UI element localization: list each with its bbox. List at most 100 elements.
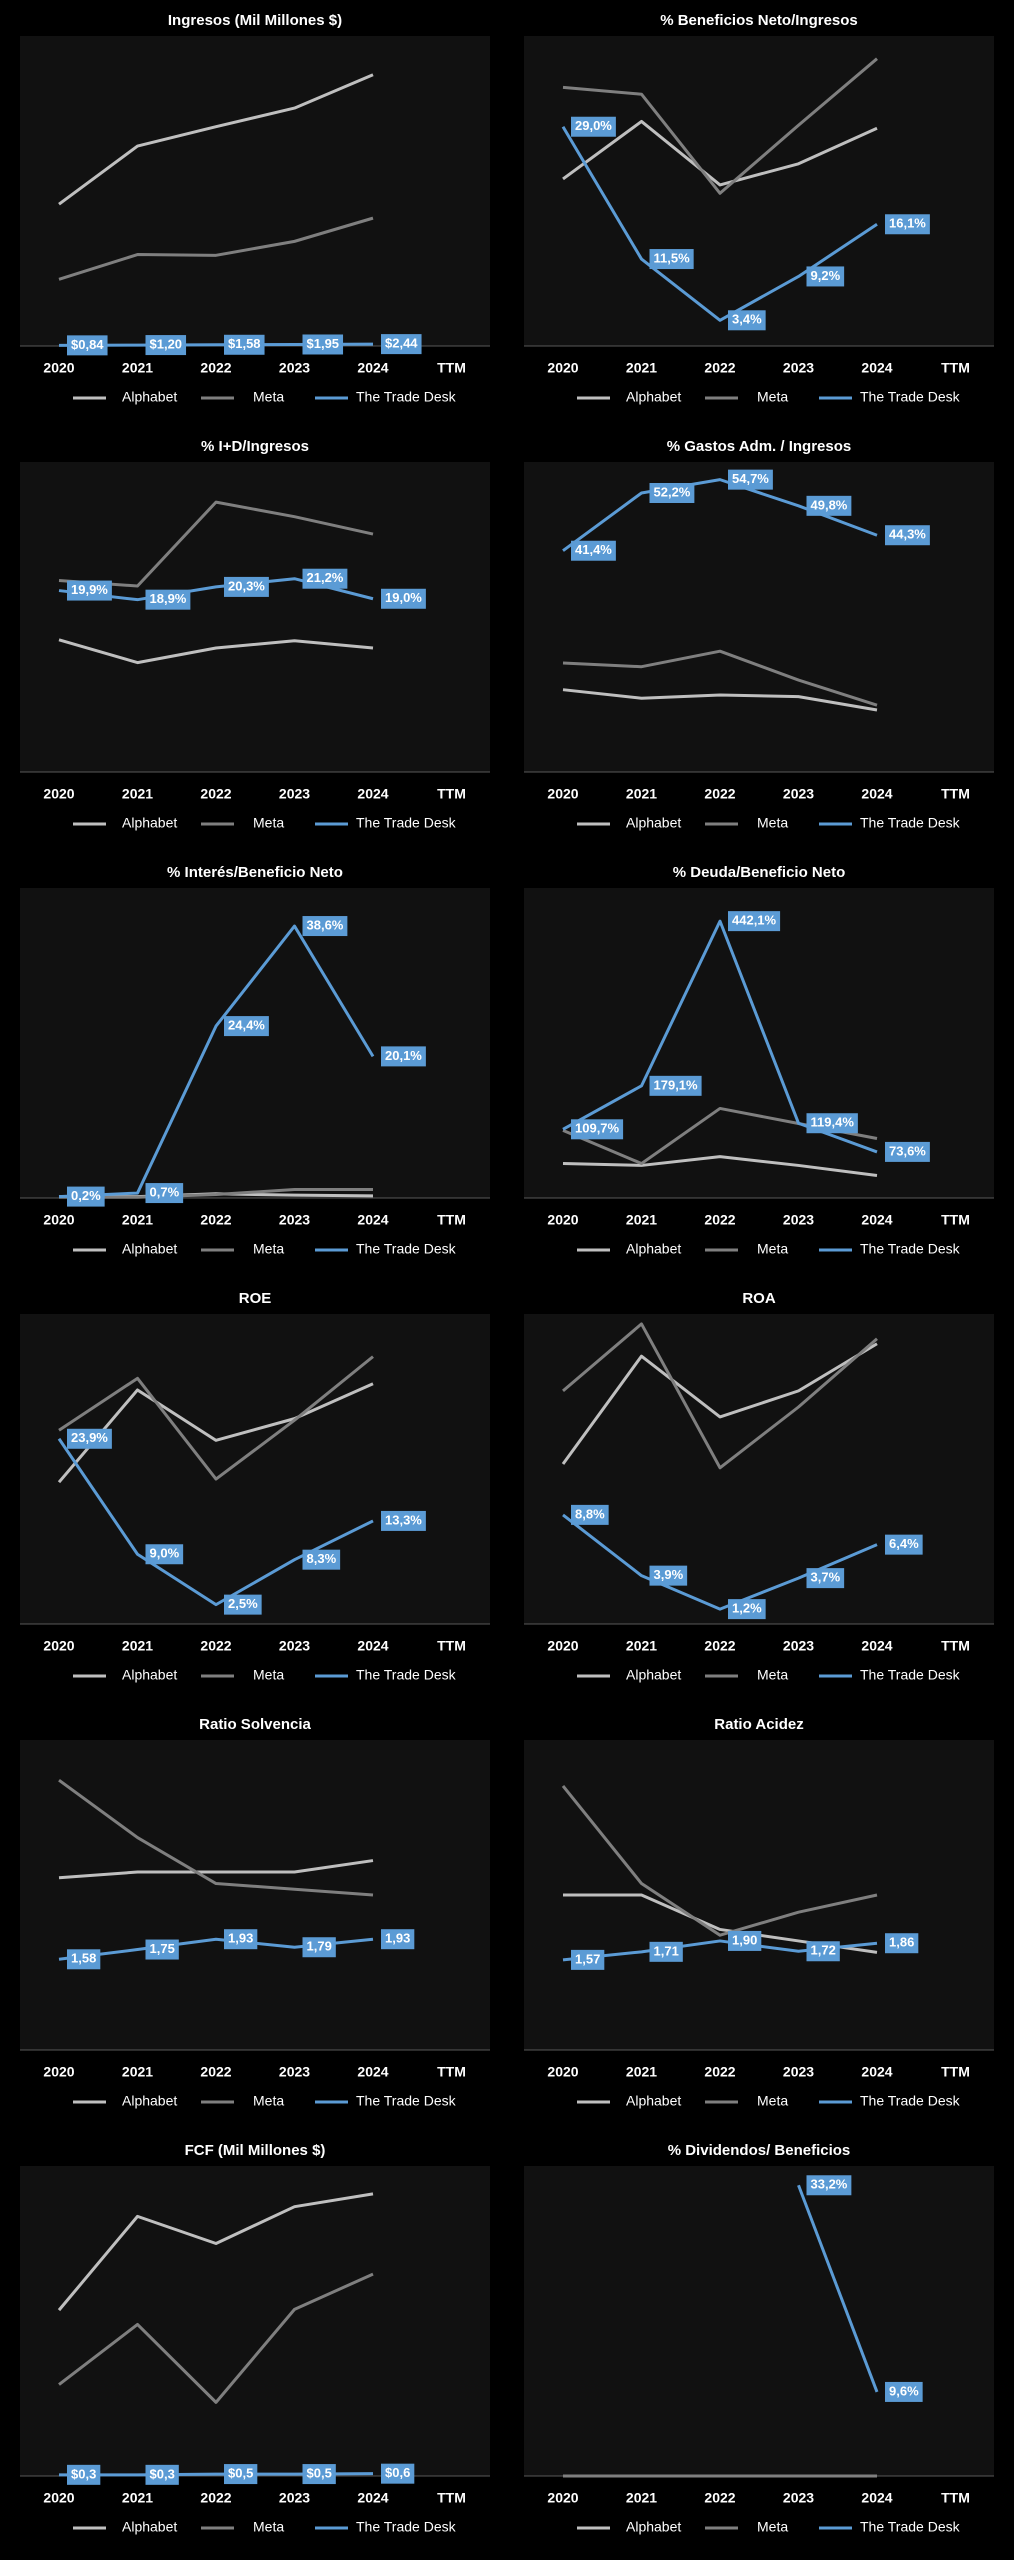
legend-label: Alphabet — [626, 815, 681, 831]
x-tick-label: 2020 — [43, 1638, 74, 1654]
chart-title: ROE — [239, 1290, 272, 1307]
data-label: 13,3% — [385, 1512, 422, 1527]
data-label: 442,1% — [732, 913, 777, 928]
legend-label: Meta — [757, 1241, 788, 1257]
data-label-box — [571, 1504, 609, 1525]
plot-area — [20, 462, 490, 772]
legend-label: Meta — [757, 1667, 788, 1683]
x-tick-label: TTM — [437, 1638, 466, 1654]
x-tick-label: 2021 — [122, 360, 153, 376]
x-tick-label: 2022 — [704, 2064, 735, 2080]
data-label: 9,6% — [889, 2383, 919, 2398]
data-label-box — [67, 580, 112, 601]
data-label: 1,72 — [811, 1943, 836, 1958]
x-tick-label: 2024 — [357, 360, 388, 376]
data-label: $0,3 — [71, 2466, 96, 2481]
x-tick-label: TTM — [941, 2064, 970, 2080]
data-label: $0,3 — [150, 2466, 175, 2481]
chart-title: % I+D/Ingresos — [201, 438, 309, 455]
x-tick-label: TTM — [941, 2490, 970, 2506]
data-label: $0,84 — [71, 337, 104, 352]
x-tick-label: 2023 — [279, 1638, 310, 1654]
data-label: $1,95 — [307, 336, 340, 351]
series-line — [561, 1784, 878, 1937]
x-tick-label: 2021 — [626, 1212, 657, 1228]
series-line — [58, 924, 375, 1199]
x-tick-label: TTM — [437, 360, 466, 376]
chart-title: Ratio Solvencia — [199, 1716, 311, 1733]
data-label: 29,0% — [575, 118, 612, 133]
x-tick-label: 2021 — [122, 786, 153, 802]
x-tick-label: 2020 — [43, 1212, 74, 1228]
series-line — [562, 688, 878, 712]
x-tick-label: 2022 — [704, 1212, 735, 1228]
x-tick-label: 2024 — [357, 2064, 388, 2080]
legend-label: Alphabet — [122, 815, 177, 831]
x-tick-label: 2021 — [626, 2064, 657, 2080]
data-label: 24,4% — [228, 1018, 265, 1033]
data-label: 20,3% — [228, 578, 265, 593]
data-label-box — [649, 249, 694, 270]
data-label-box — [381, 588, 426, 609]
x-tick-label: TTM — [437, 2064, 466, 2080]
x-tick-label: 2023 — [783, 1212, 814, 1228]
data-label: 16,1% — [889, 216, 926, 231]
series-line — [58, 1355, 374, 1481]
series-line — [561, 1342, 878, 1465]
x-tick-label: 2022 — [704, 786, 735, 802]
chart-title: FCF (Mil Millones $) — [185, 2142, 326, 2159]
x-tick-label: 2020 — [43, 360, 74, 376]
plot-area — [20, 1740, 490, 2050]
data-label: 41,4% — [575, 542, 612, 557]
legend-label: Alphabet — [122, 2519, 177, 2535]
chart-title: Ingresos (Mil Millones $) — [168, 12, 342, 29]
data-label-box — [806, 1113, 858, 1134]
data-label-box — [67, 1428, 112, 1449]
data-label: 3,9% — [654, 1567, 684, 1582]
data-label-box — [224, 1016, 269, 1037]
x-tick-label: 2024 — [357, 786, 388, 802]
data-label-box — [571, 1949, 605, 1970]
data-label-box — [302, 2464, 336, 2485]
x-tick-label: 2022 — [704, 360, 735, 376]
data-label-box — [806, 1941, 840, 1962]
data-label-box — [381, 2463, 415, 2484]
legend-label: Meta — [253, 815, 284, 831]
data-label-box — [649, 1941, 683, 1962]
data-label: 1,58 — [71, 1951, 96, 1966]
legend-label: The Trade Desk — [356, 2093, 457, 2109]
data-label-box — [67, 1186, 105, 1207]
data-label: 1,93 — [385, 1931, 410, 1946]
data-label: 0,7% — [150, 1185, 180, 1200]
data-label-box — [224, 576, 269, 597]
data-label-box — [571, 116, 616, 137]
series-line — [58, 1859, 374, 1880]
data-label-box — [224, 1929, 258, 1950]
data-label: 73,6% — [889, 1143, 926, 1158]
data-label-box — [145, 335, 187, 356]
data-label: 9,0% — [150, 1546, 180, 1561]
chart-title: Ratio Acidez — [714, 1716, 803, 1733]
chart-title: % Beneficios Neto/Ingresos — [660, 12, 858, 29]
series-line — [562, 649, 878, 707]
data-label-box — [145, 589, 191, 610]
data-label-box — [571, 1119, 624, 1140]
x-tick-label: 2021 — [626, 360, 657, 376]
data-label: 18,9% — [150, 591, 187, 606]
data-label: 119,4% — [811, 1115, 855, 1130]
x-tick-label: 2023 — [783, 360, 814, 376]
data-label: 2,5% — [228, 1596, 258, 1611]
legend-label: Alphabet — [122, 1241, 177, 1257]
series-line — [562, 1155, 878, 1177]
x-tick-label: 2022 — [704, 2490, 735, 2506]
series-line — [58, 1778, 374, 1897]
x-tick-label: 2021 — [626, 2490, 657, 2506]
data-label-box — [649, 483, 695, 503]
data-label-box — [728, 911, 781, 932]
x-tick-label: 2023 — [783, 1638, 814, 1654]
legend-label: The Trade Desk — [860, 1667, 961, 1683]
data-label-box — [885, 2381, 923, 2402]
data-label: 1,2% — [732, 1601, 762, 1616]
data-label: $1,58 — [228, 336, 261, 351]
